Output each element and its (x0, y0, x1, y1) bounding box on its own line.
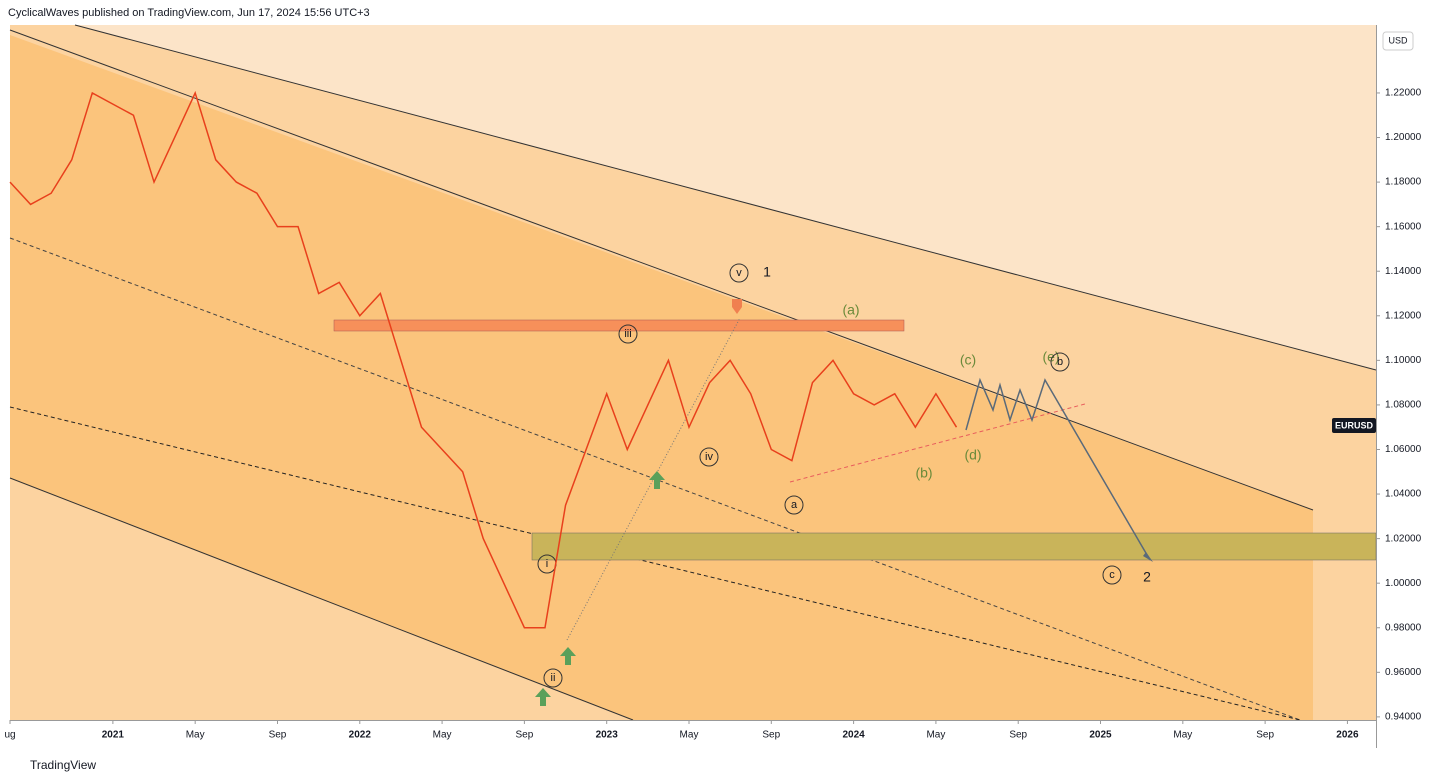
y-tick-label: 1.20000 (1385, 132, 1422, 143)
x-tick-label: Sep (762, 730, 780, 741)
x-tick-label: 2021 (102, 730, 125, 741)
wave-label: v (736, 267, 742, 279)
price-line (9, 90, 958, 629)
wave-label: i (546, 558, 548, 570)
arrows (535, 471, 665, 706)
y-tick-label: 1.04000 (1385, 489, 1422, 500)
wave-label: ii (551, 672, 556, 684)
wave-circle (784, 495, 804, 515)
wave-label: (b) (915, 465, 932, 481)
y-tick-label: 1.16000 (1385, 221, 1422, 232)
wave-circle (1050, 352, 1070, 372)
wave-label: iv (705, 451, 713, 463)
y-tick-label: 1.14000 (1385, 266, 1422, 277)
trend-line (9, 477, 634, 721)
x-tick-label: May (433, 730, 452, 741)
x-tick-label: 2026 (1336, 730, 1359, 741)
support-zone (531, 532, 1377, 561)
wave-label: b (1057, 356, 1063, 368)
x-tick-label: 2022 (349, 730, 372, 741)
y-tick-label: 1.00000 (1385, 578, 1422, 589)
wave-label: a (791, 499, 798, 511)
x-tick-label: 2024 (842, 730, 865, 741)
x-tick-label: Sep (1256, 730, 1274, 741)
wave-label: iii (624, 328, 631, 340)
symbol: EURUSD (1335, 420, 1374, 430)
y-tick-label: 1.02000 (1385, 533, 1422, 544)
footer: TradingView (30, 758, 96, 772)
x-tick-label: 2023 (596, 730, 619, 741)
marker (732, 299, 742, 314)
wave-label: (a) (842, 302, 859, 318)
y-tick-label: 1.18000 (1385, 177, 1422, 188)
y-tick-label: 0.98000 (1385, 622, 1422, 633)
wave-circle (618, 324, 638, 344)
y-tick-label: 1.10000 (1385, 355, 1422, 366)
x-tick-label: Sep (1009, 730, 1027, 741)
wave-circle (699, 447, 719, 467)
wave-label: 1 (763, 264, 771, 280)
x-tick-label: May (1173, 730, 1192, 741)
trend-line (9, 29, 1314, 511)
wave-label: 2 (1143, 569, 1151, 585)
wave-label: (e) (1042, 349, 1059, 365)
currency: USD (1388, 35, 1408, 45)
x-tick-label: May (680, 730, 699, 741)
wave-circle (729, 263, 749, 283)
triangle-line (789, 403, 1086, 483)
wave-circle (543, 668, 563, 688)
resistance-zone (333, 319, 905, 332)
currency-box (1382, 31, 1414, 51)
x-tick-label: ug (4, 730, 15, 741)
x-tick-label: Sep (269, 730, 287, 741)
symbol-badge (1332, 418, 1376, 433)
x-tick-label: May (926, 730, 945, 741)
y-tick-label: 1.12000 (1385, 310, 1422, 321)
dashed-line (9, 406, 1301, 721)
trend-line (74, 24, 1377, 371)
price-axis (1376, 25, 1440, 748)
wave-label: (d) (964, 447, 981, 463)
wave-label: c (1109, 569, 1115, 581)
y-tick-label: 0.96000 (1385, 667, 1422, 678)
projection (965, 377, 1151, 561)
x-tick-label: Sep (515, 730, 533, 741)
arrow-head (1143, 552, 1153, 562)
y-tick-label: 1.08000 (1385, 400, 1422, 411)
byline: CyclicalWaves published on TradingView.c… (8, 7, 370, 19)
wave-line (566, 317, 741, 641)
wave-circle (1102, 565, 1122, 585)
x-tick-label: 2025 (1089, 730, 1112, 741)
y-tick-label: 1.22000 (1385, 88, 1422, 99)
y-tick-label: 1.06000 (1385, 444, 1422, 455)
x-tick-label: May (186, 730, 205, 741)
y-tick-label: 0.94000 (1385, 712, 1422, 723)
wave-label: (c) (960, 352, 976, 368)
